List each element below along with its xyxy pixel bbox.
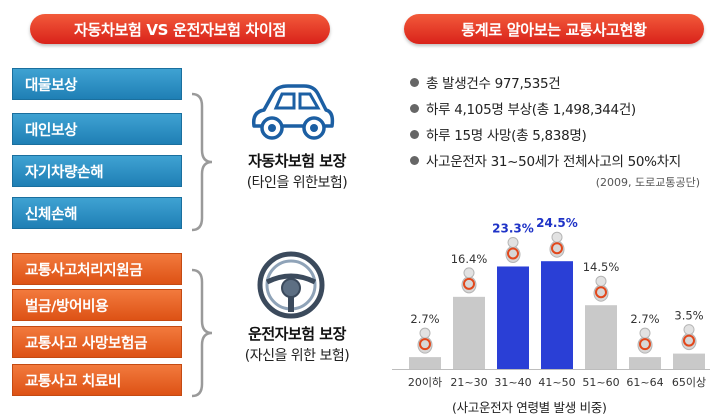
person-icon bbox=[681, 324, 697, 351]
driver-item-label: 교통사고처리지원금 bbox=[25, 262, 143, 279]
bar bbox=[409, 357, 441, 369]
stat-text: 총 발생건수 977,535건 bbox=[426, 76, 561, 92]
chart-caption: (사고운전자 연령별 발생 비중) bbox=[452, 400, 607, 415]
car-item-label: 대물보상 bbox=[25, 77, 78, 94]
car-coverage-subtitle: (타인을 위한보험) bbox=[246, 175, 348, 191]
person-icon bbox=[417, 327, 433, 354]
data-label: 24.5% bbox=[536, 216, 578, 230]
person-icon bbox=[505, 236, 521, 263]
source-note: (2009, 도로교통공단) bbox=[595, 176, 700, 189]
car-item-3: 신체손해 bbox=[12, 197, 182, 229]
left-header-text: 자동차보험 VS 운전자보험 차이점 bbox=[73, 20, 287, 39]
right-header-text: 통계로 알아보는 교통사고현황 bbox=[461, 20, 647, 39]
person-icon bbox=[549, 231, 565, 258]
car-item-0: 대물보상 bbox=[12, 68, 182, 100]
driver-item-label: 벌금/방어비용 bbox=[25, 298, 109, 315]
bar bbox=[673, 353, 705, 369]
data-label: 3.5% bbox=[674, 309, 703, 323]
bullet-icon bbox=[410, 77, 419, 87]
tick-label: 41~50 bbox=[538, 376, 575, 389]
car-item-label: 신체손해 bbox=[25, 206, 78, 223]
data-label: 16.4% bbox=[451, 252, 488, 266]
stat-text: 하루 4,105명 부상(총 1,498,344건) bbox=[426, 102, 636, 118]
tick-label: 61~64 bbox=[626, 376, 663, 389]
data-label: 23.3% bbox=[492, 221, 534, 235]
person-icon bbox=[593, 275, 609, 302]
bullet-icon bbox=[410, 155, 419, 165]
driver-item-label: 교통사고 치료비 bbox=[25, 373, 122, 390]
bullet-icon bbox=[410, 129, 419, 139]
stat-item: 하루 4,105명 부상(총 1,498,344건) bbox=[410, 98, 636, 118]
driver-item-label: 교통사고 사망보험금 bbox=[25, 335, 148, 352]
car-item-1: 대인보상 bbox=[12, 113, 182, 145]
data-label: 2.7% bbox=[410, 312, 439, 326]
car-item-label: 자기차량손해 bbox=[25, 164, 104, 181]
person-icon bbox=[461, 267, 477, 294]
stat-item: 총 발생건수 977,535건 bbox=[410, 72, 561, 92]
stat-item: 하루 15명 사망(총 5,838명) bbox=[410, 124, 587, 144]
left-header: 자동차보험 VS 운전자보험 차이점 bbox=[30, 14, 330, 44]
bullet-icon bbox=[410, 103, 419, 113]
steering-wheel-icon bbox=[257, 251, 325, 319]
driver-item-0: 교통사고처리지원금 bbox=[12, 253, 182, 285]
data-label: 14.5% bbox=[583, 260, 620, 274]
stat-text: 사고운전자 31~50세가 전체사고의 50%차지 bbox=[426, 154, 681, 170]
tick-label: 21~30 bbox=[450, 376, 487, 389]
bar bbox=[541, 261, 573, 369]
bar bbox=[585, 305, 617, 369]
tick-label: 65이상 bbox=[672, 376, 706, 389]
bar bbox=[497, 266, 529, 369]
car-icon bbox=[251, 84, 335, 140]
person-icon bbox=[637, 327, 653, 354]
right-header: 통계로 알아보는 교통사고현황 bbox=[404, 14, 704, 44]
car-item-label: 대인보상 bbox=[25, 122, 78, 139]
data-label: 2.7% bbox=[630, 312, 659, 326]
tick-label: 20이하 bbox=[408, 375, 442, 389]
stat-text: 하루 15명 사망(총 5,838명) bbox=[426, 128, 587, 144]
bar bbox=[629, 357, 661, 369]
brace-icon bbox=[191, 92, 213, 232]
tick-label: 51~60 bbox=[582, 376, 619, 389]
stat-item: 사고운전자 31~50세가 전체사고의 50%차지 bbox=[410, 150, 681, 170]
bar bbox=[453, 296, 485, 369]
driver-coverage-subtitle: (자신을 위한 보험) bbox=[244, 348, 350, 364]
driver-item-1: 벌금/방어비용 bbox=[12, 289, 182, 321]
car-coverage-title: 자동차보험 보장 bbox=[248, 152, 346, 170]
brace-icon bbox=[191, 268, 213, 398]
driver-item-3: 교통사고 치료비 bbox=[12, 364, 182, 396]
age-bar-chart: 2.7% 20이하 16.4% 21~30 23.3% 31~40 24.5% 41~50 14… bbox=[392, 216, 710, 389]
car-item-2: 자기차량손해 bbox=[12, 155, 182, 187]
driver-item-2: 교통사고 사망보험금 bbox=[12, 326, 182, 358]
tick-label: 31~40 bbox=[494, 376, 531, 389]
driver-coverage-title: 운전자보험 보장 bbox=[248, 325, 346, 343]
